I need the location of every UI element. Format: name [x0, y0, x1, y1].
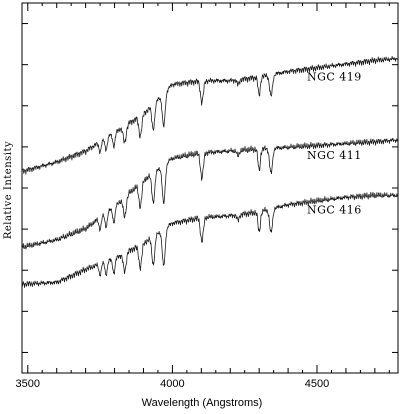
spectrum-line [21, 137, 399, 250]
x-tick-label: 4500 [305, 378, 329, 390]
x-axis-title: Wavelength (Angstroms) [142, 397, 263, 409]
x-tick-label: 3500 [16, 378, 40, 390]
x-tick-label: 4000 [160, 378, 184, 390]
y-axis-title: Relative Intensity [3, 141, 14, 239]
spectra-lines [21, 56, 399, 288]
series-label: NGC 419 [307, 70, 362, 83]
plot-frame [21, 2, 399, 374]
series-label: NGC 411 [307, 149, 362, 162]
x-axis-ticks: 3500 4000 4500 [16, 3, 390, 390]
spectrum-line [21, 56, 398, 175]
y-axis-ticks [22, 23, 398, 353]
series-labels: NGC 419 NGC 411 NGC 416 [307, 70, 362, 217]
spectrum-line [21, 191, 399, 288]
series-label: NGC 416 [307, 204, 362, 217]
